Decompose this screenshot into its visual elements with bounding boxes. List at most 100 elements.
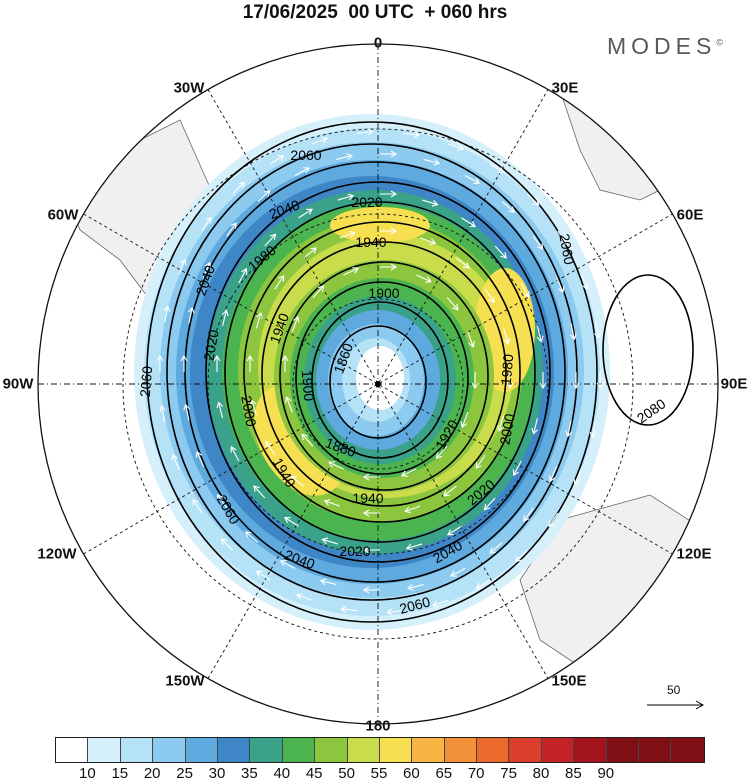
- brand-text: MODES: [607, 33, 717, 59]
- wind-arrow: [520, 282, 530, 299]
- wind-arrow: [362, 546, 380, 554]
- colorbar-swatch: [509, 738, 542, 762]
- wind-arrow: [290, 475, 304, 487]
- wind-arrow: [596, 372, 604, 390]
- lon-label-120e: 120E: [676, 545, 712, 563]
- wind-arrow: [264, 233, 277, 247]
- contour-label-1960-n: 1940: [355, 234, 386, 250]
- colorbar-swatch: [282, 738, 316, 762]
- wind-arrow: [512, 460, 522, 477]
- wind-arrow: [447, 143, 465, 151]
- contour-label-1900-n: 1900: [368, 285, 399, 301]
- contour-label-1900-w: 1900: [299, 369, 318, 402]
- map-boundary: [37, 43, 719, 725]
- wind-arrow: [548, 466, 558, 483]
- wind-arrow: [539, 372, 547, 390]
- wind-arrow: [484, 288, 495, 304]
- wind-arrow: [489, 542, 503, 554]
- contour-label-2020-s: 2020: [339, 543, 370, 559]
- wind-arrow: [269, 155, 285, 165]
- colorbar-label: 45: [305, 765, 323, 782]
- colorbar-label: 75: [500, 765, 517, 782]
- map-title: 17/06/2025 00 UTC + 060 hrs: [242, 2, 508, 23]
- wind-arrow: [337, 193, 355, 201]
- wind-arrow: [526, 193, 540, 206]
- wind-arrow: [202, 261, 212, 278]
- colorbar-label: 25: [176, 765, 193, 782]
- wind-arrow: [515, 549, 528, 563]
- wind-arrow: [265, 440, 276, 456]
- wind-arrow: [163, 305, 171, 323]
- wind-arrow: [159, 405, 167, 423]
- colorbar-swatch: [88, 738, 121, 762]
- colorbar-swatch: [56, 738, 89, 762]
- contour-label-1940-s: 1940: [352, 490, 383, 506]
- wind-arrow: [531, 417, 539, 435]
- wind-arrow: [503, 328, 511, 345]
- wind-arrow: [257, 190, 271, 202]
- wind-arrow: [497, 415, 505, 432]
- wind-arrow: [253, 485, 266, 499]
- wind-arrow: [295, 593, 313, 601]
- colorbar-swatch: [574, 738, 607, 762]
- wind-arrow: [311, 136, 329, 145]
- colorbar-label: 10: [79, 765, 96, 782]
- meridian-line: [83, 213, 673, 555]
- wind-arrow: [230, 445, 240, 462]
- contour-label-2000-w: 2000: [238, 394, 259, 428]
- wind-arrow: [171, 453, 180, 470]
- wind-arrow: [336, 153, 353, 161]
- contour-label-2000-e: 2000: [496, 412, 517, 446]
- wind-arrow: [362, 473, 380, 481]
- wind-arrow: [195, 450, 204, 467]
- map-disk: 2060 2040 2020 1940 1980 2040 1940 1900 …: [38, 44, 718, 724]
- meridian-line: [207, 89, 549, 679]
- wind-shading: [134, 114, 610, 630]
- colorbar-swatch: [315, 738, 348, 762]
- contour-label-2060-n: 2060: [290, 147, 321, 163]
- africa-land: [559, 89, 701, 201]
- wind-arrow: [156, 354, 164, 372]
- lon-label-180: 180: [365, 717, 391, 735]
- wind-arrow: [557, 230, 568, 246]
- colorbar-label: 20: [143, 765, 161, 782]
- colorbar-label: 35: [241, 765, 258, 782]
- wind-arrow: [447, 525, 462, 536]
- wind-arrow: [180, 354, 188, 372]
- wind-arrow: [460, 411, 469, 429]
- wind-arrow: [416, 274, 432, 283]
- wind-arrow: [501, 201, 515, 213]
- reference-vector-label: 50: [667, 683, 681, 697]
- lon-label-60e: 60E: [676, 206, 704, 224]
- wind-arrow: [461, 217, 476, 227]
- contour-label-2060-w: 2060: [137, 365, 156, 398]
- meridian-line: [83, 213, 673, 555]
- colorbar-swatch: [671, 738, 704, 762]
- colorbar-label: 80: [532, 765, 550, 782]
- colorbar-label: 55: [370, 765, 388, 782]
- wind-arrow: [464, 175, 481, 184]
- wind-arrow: [187, 306, 195, 324]
- lon-label-150e: 150E: [551, 672, 587, 690]
- wind-arrow: [201, 216, 212, 232]
- wind-arrow: [467, 331, 475, 348]
- lon-label-150w: 150W: [165, 672, 205, 690]
- wind-arrow: [328, 461, 344, 470]
- contour-label-2060-s: 2060: [398, 593, 432, 617]
- wind-arrow: [274, 274, 285, 290]
- wind-arrow: [402, 131, 420, 139]
- colorbar-swatch: [412, 738, 445, 762]
- wind-arrow: [443, 485, 457, 497]
- wind-arrow: [449, 567, 466, 577]
- wind-arrow: [216, 401, 224, 419]
- wind-arrow: [298, 208, 313, 219]
- wind-arrow: [471, 372, 479, 390]
- lon-label-90w: 90W: [2, 375, 34, 393]
- contour-label-2020-n: 2020: [351, 194, 382, 210]
- wind-arrow: [281, 354, 289, 372]
- wind-arrow: [407, 583, 424, 591]
- wind-arrow: [312, 285, 325, 299]
- wind-vectors: [156, 128, 604, 616]
- colorbar-label: 40: [273, 765, 291, 782]
